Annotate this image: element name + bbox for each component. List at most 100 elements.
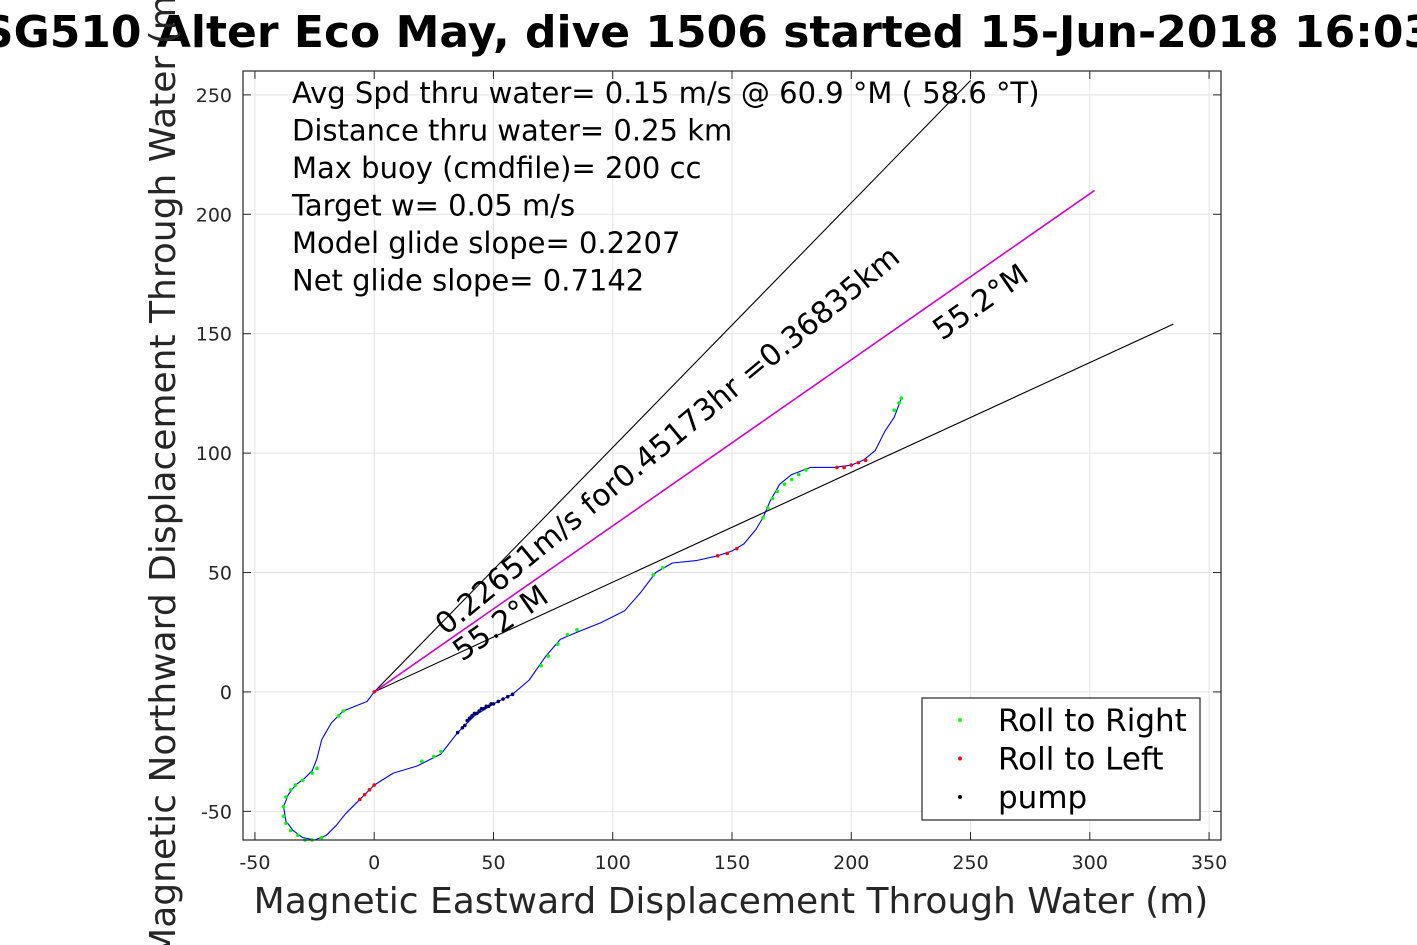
pump-point bbox=[463, 723, 467, 728]
x-tick-label: 200 bbox=[833, 852, 869, 874]
y-tick-label: 50 bbox=[208, 563, 232, 585]
roll-right-point bbox=[432, 754, 436, 759]
track-points bbox=[281, 396, 904, 842]
roll-left-point bbox=[863, 458, 868, 463]
pump-point bbox=[460, 725, 465, 730]
roll-right-point bbox=[796, 472, 801, 477]
track-line bbox=[283, 398, 902, 841]
line-upper bbox=[373, 80, 971, 693]
roll-right-point bbox=[310, 771, 314, 775]
roll-left-point bbox=[725, 551, 730, 556]
pump-point bbox=[486, 704, 491, 709]
stat-line: Net glide slope= 0.7142 bbox=[292, 264, 644, 298]
roll-right-point bbox=[546, 654, 551, 658]
pump-point bbox=[496, 699, 501, 704]
x-axis-label: Magnetic Eastward Displacement Through W… bbox=[254, 881, 1209, 922]
roll-left-point bbox=[849, 463, 854, 467]
roll-left-point bbox=[842, 465, 846, 470]
roll-right-point bbox=[539, 663, 543, 668]
roll-right-point bbox=[789, 477, 794, 482]
stat-line: Avg Spd thru water= 0.15 m/s @ 60.9 °M (… bbox=[292, 76, 1040, 110]
y-tick-label: 100 bbox=[196, 443, 232, 465]
roll-left-point bbox=[362, 792, 367, 797]
grid bbox=[243, 71, 1221, 840]
pump-point bbox=[465, 718, 470, 723]
x-tick-label: 50 bbox=[481, 852, 505, 874]
roll-right-point bbox=[293, 783, 298, 787]
roll-right-point bbox=[661, 565, 665, 570]
line-lower bbox=[373, 323, 1174, 693]
stat-line: Model glide slope= 0.2207 bbox=[292, 226, 680, 260]
x-tick-label: 100 bbox=[595, 852, 631, 874]
x-tick-label: 250 bbox=[952, 852, 988, 874]
roll-right-point bbox=[804, 468, 808, 472]
pump-point bbox=[455, 730, 460, 735]
x-tick-label: 350 bbox=[1191, 852, 1227, 874]
dive-track bbox=[283, 398, 902, 841]
roll-right-point bbox=[319, 835, 324, 840]
roll-right-point bbox=[761, 515, 765, 520]
roll-right-point bbox=[315, 766, 319, 771]
roll-right-point bbox=[565, 632, 570, 637]
roll-left-point bbox=[358, 797, 362, 802]
roll-left-point bbox=[856, 460, 861, 465]
stats-block: Avg Spd thru water= 0.15 m/s @ 60.9 °M (… bbox=[291, 76, 1040, 298]
x-tick-label: 0 bbox=[368, 852, 380, 874]
pump-point bbox=[510, 692, 515, 697]
roll-right-point bbox=[439, 749, 443, 754]
legend-label: pump bbox=[998, 780, 1087, 816]
roll-left-point bbox=[835, 465, 839, 470]
pump-point bbox=[491, 702, 496, 706]
roll-right-point bbox=[281, 814, 286, 818]
axis-ticks: -50 0 50 100 150 200 250 300 350 -50 0 50 100 150 200 2… bbox=[196, 71, 1227, 874]
roll-right-point bbox=[765, 506, 770, 510]
roll-right-point bbox=[296, 833, 300, 838]
roll-right-point bbox=[899, 396, 904, 400]
roll-right-point bbox=[897, 401, 901, 405]
roll-left-point bbox=[372, 783, 376, 787]
stat-line: Max buoy (cmdfile)= 200 cc bbox=[292, 151, 701, 185]
roll-right-point bbox=[281, 804, 286, 809]
x-tick-label: 300 bbox=[1072, 852, 1108, 874]
y-tick-label: 150 bbox=[196, 324, 232, 346]
legend-marker bbox=[958, 756, 962, 761]
y-axis-label: Magnetic Northward Displacement Through … bbox=[143, 0, 184, 945]
legend-label: Roll to Right bbox=[998, 703, 1187, 739]
stat-line: Target w= 0.05 m/s bbox=[291, 189, 575, 223]
roll-right-point bbox=[556, 642, 560, 646]
chart-title: SG510 Alter Eco May, dive 1506 started 1… bbox=[0, 7, 1417, 58]
stat-line: Distance thru water= 0.25 km bbox=[292, 114, 732, 148]
pump-point bbox=[470, 714, 474, 718]
reference-lines bbox=[373, 80, 1174, 693]
pump-point bbox=[501, 697, 505, 701]
roll-left-point bbox=[715, 554, 720, 558]
x-tick-label: 150 bbox=[714, 852, 750, 874]
roll-right-point bbox=[651, 573, 656, 577]
pump-point bbox=[467, 716, 472, 721]
pump-point bbox=[505, 694, 510, 699]
legend-marker bbox=[958, 795, 962, 799]
line-heading bbox=[373, 189, 1096, 693]
roll-right-point bbox=[575, 628, 579, 632]
y-tick-label: -50 bbox=[201, 801, 232, 823]
roll-right-point bbox=[420, 759, 424, 763]
roll-right-point bbox=[770, 496, 775, 501]
y-tick-label: 0 bbox=[220, 682, 232, 704]
roll-right-point bbox=[284, 821, 288, 826]
roll-left-point bbox=[372, 690, 376, 694]
roll-right-point bbox=[288, 828, 293, 833]
roll-right-point bbox=[775, 489, 780, 494]
roll-left-point bbox=[734, 546, 739, 551]
pump-point bbox=[477, 709, 481, 713]
roll-right-point bbox=[288, 788, 293, 792]
speed-annotation: 0.22651m/s for0.45173hr =0.36835km bbox=[429, 240, 907, 643]
roll-right-point bbox=[336, 714, 341, 718]
x-tick-label: -50 bbox=[239, 852, 270, 874]
roll-right-point bbox=[300, 778, 305, 783]
roll-right-point bbox=[892, 408, 897, 412]
roll-right-point bbox=[284, 795, 288, 799]
pump-point bbox=[474, 711, 479, 716]
y-tick-label: 250 bbox=[196, 85, 232, 107]
